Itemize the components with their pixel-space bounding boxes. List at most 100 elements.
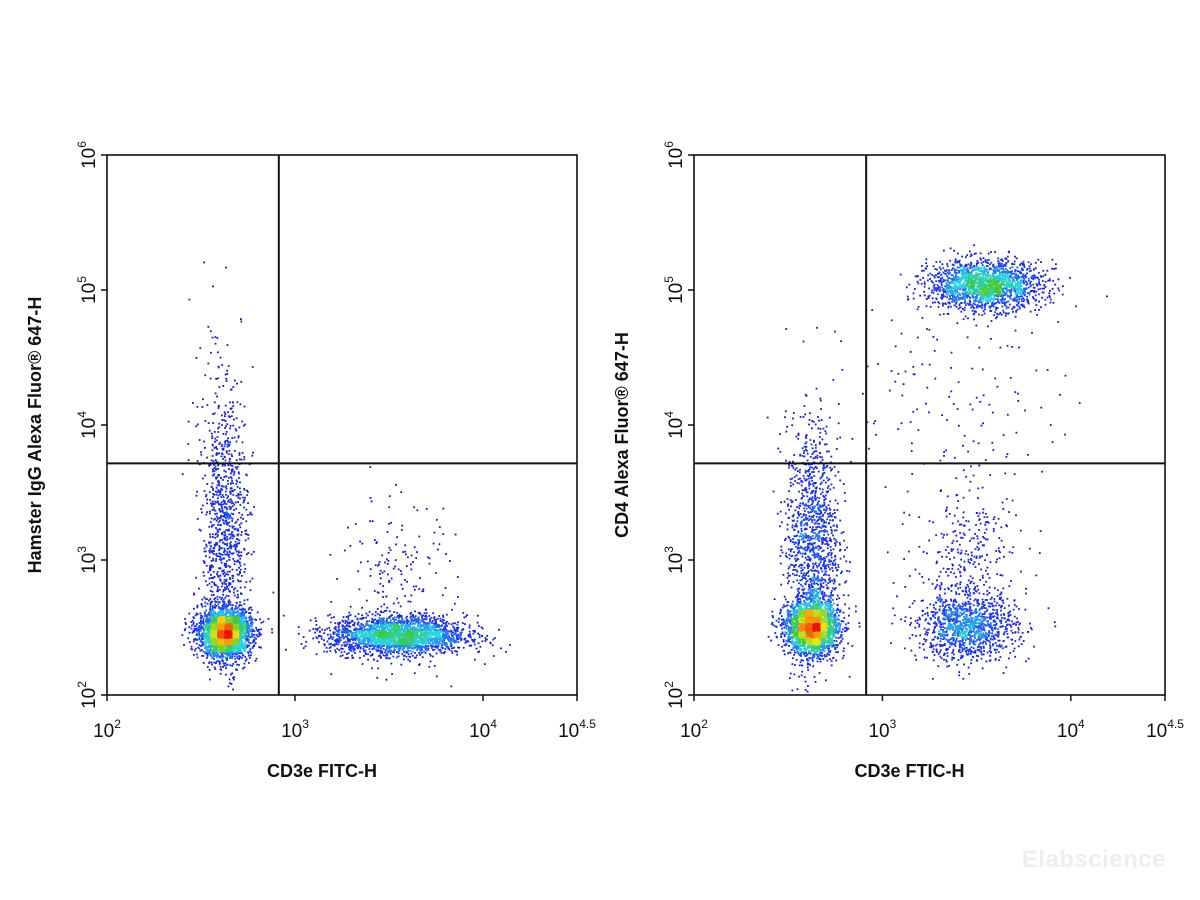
event-dot	[397, 614, 399, 617]
event-dot	[232, 617, 235, 620]
event-dot	[213, 550, 215, 552]
event-dot	[364, 625, 367, 627]
event-dot	[236, 657, 239, 660]
event-dot	[202, 650, 205, 653]
event-dot	[236, 553, 239, 556]
event-dot	[224, 614, 227, 617]
event-dot	[219, 553, 222, 555]
event-dot	[361, 542, 364, 545]
event-dot	[212, 613, 214, 616]
event-dot	[239, 621, 242, 624]
event-dot	[236, 538, 239, 541]
event-dot	[425, 647, 428, 650]
event-dot	[437, 625, 439, 628]
event-dot	[403, 651, 406, 653]
event-dot	[206, 631, 209, 634]
event-dot	[412, 639, 415, 642]
event-dot	[244, 645, 247, 648]
event-dot	[203, 634, 206, 636]
event-dot	[389, 657, 391, 660]
event-dot	[415, 644, 418, 647]
event-dot	[461, 622, 464, 624]
event-dot	[376, 625, 378, 628]
event-dot	[382, 628, 385, 630]
event-dot	[198, 631, 200, 634]
event-dot	[420, 638, 423, 640]
event-dot	[218, 481, 220, 484]
event-dot	[359, 630, 362, 633]
event-dot	[374, 539, 376, 541]
event-dot	[221, 612, 223, 615]
event-dot	[433, 648, 436, 651]
event-dot	[226, 650, 229, 653]
event-dot	[361, 636, 364, 639]
event-dot	[238, 573, 240, 576]
event-dot	[196, 627, 199, 630]
event-dot	[205, 564, 208, 567]
event-dot	[409, 630, 412, 632]
event-dot	[361, 606, 363, 609]
event-dot	[212, 503, 215, 506]
event-dot	[435, 633, 437, 636]
event-dot	[434, 630, 437, 633]
event-dot	[244, 423, 246, 426]
event-dot	[498, 628, 500, 631]
event-dot	[440, 643, 443, 645]
event-dot	[410, 637, 413, 639]
event-dot	[387, 552, 390, 554]
event-dot	[217, 490, 220, 493]
event-dot	[229, 441, 232, 444]
event-dot	[388, 522, 390, 525]
event-dot	[493, 655, 495, 657]
event-dot	[217, 576, 220, 578]
event-dot	[248, 650, 251, 652]
event-dot	[384, 631, 387, 634]
event-dot	[474, 630, 476, 633]
event-dot	[354, 631, 357, 634]
event-dot	[219, 524, 221, 526]
event-dot	[235, 614, 238, 617]
event-dot	[421, 639, 424, 642]
event-dot	[430, 644, 432, 647]
event-dot	[370, 641, 372, 644]
event-dot	[422, 614, 425, 617]
event-dot	[378, 616, 381, 619]
event-dot	[389, 630, 392, 632]
event-dot	[238, 539, 241, 542]
event-dot	[347, 616, 350, 619]
event-dot	[238, 426, 241, 429]
event-dot	[212, 614, 215, 617]
event-dot	[388, 650, 391, 653]
event-dot	[432, 612, 435, 615]
event-dot	[224, 534, 227, 536]
event-dot	[325, 646, 328, 649]
event-dot	[205, 639, 208, 642]
event-dot	[207, 628, 210, 631]
event-dot	[363, 637, 366, 640]
event-dot	[233, 621, 236, 624]
event-dot	[212, 489, 214, 491]
event-dot	[215, 493, 218, 496]
event-dot	[201, 626, 204, 628]
event-dot	[231, 647, 234, 650]
event-dot	[208, 635, 211, 638]
event-dot	[234, 547, 237, 550]
event-dot	[234, 617, 236, 620]
event-dot	[196, 606, 199, 609]
event-dot	[214, 536, 217, 539]
event-dot	[223, 651, 226, 653]
event-dot	[242, 518, 244, 520]
event-dot	[429, 618, 431, 620]
event-dot	[224, 470, 227, 473]
event-dot	[203, 550, 206, 553]
event-dot	[400, 529, 403, 531]
event-dot	[207, 648, 210, 651]
event-dot	[409, 627, 412, 629]
event-dot	[228, 603, 231, 605]
event-dot	[388, 495, 391, 498]
event-dot	[251, 632, 254, 635]
event-dot	[215, 584, 218, 587]
event-dot	[361, 618, 363, 620]
event-dot	[481, 627, 484, 630]
event-dot	[339, 655, 342, 658]
